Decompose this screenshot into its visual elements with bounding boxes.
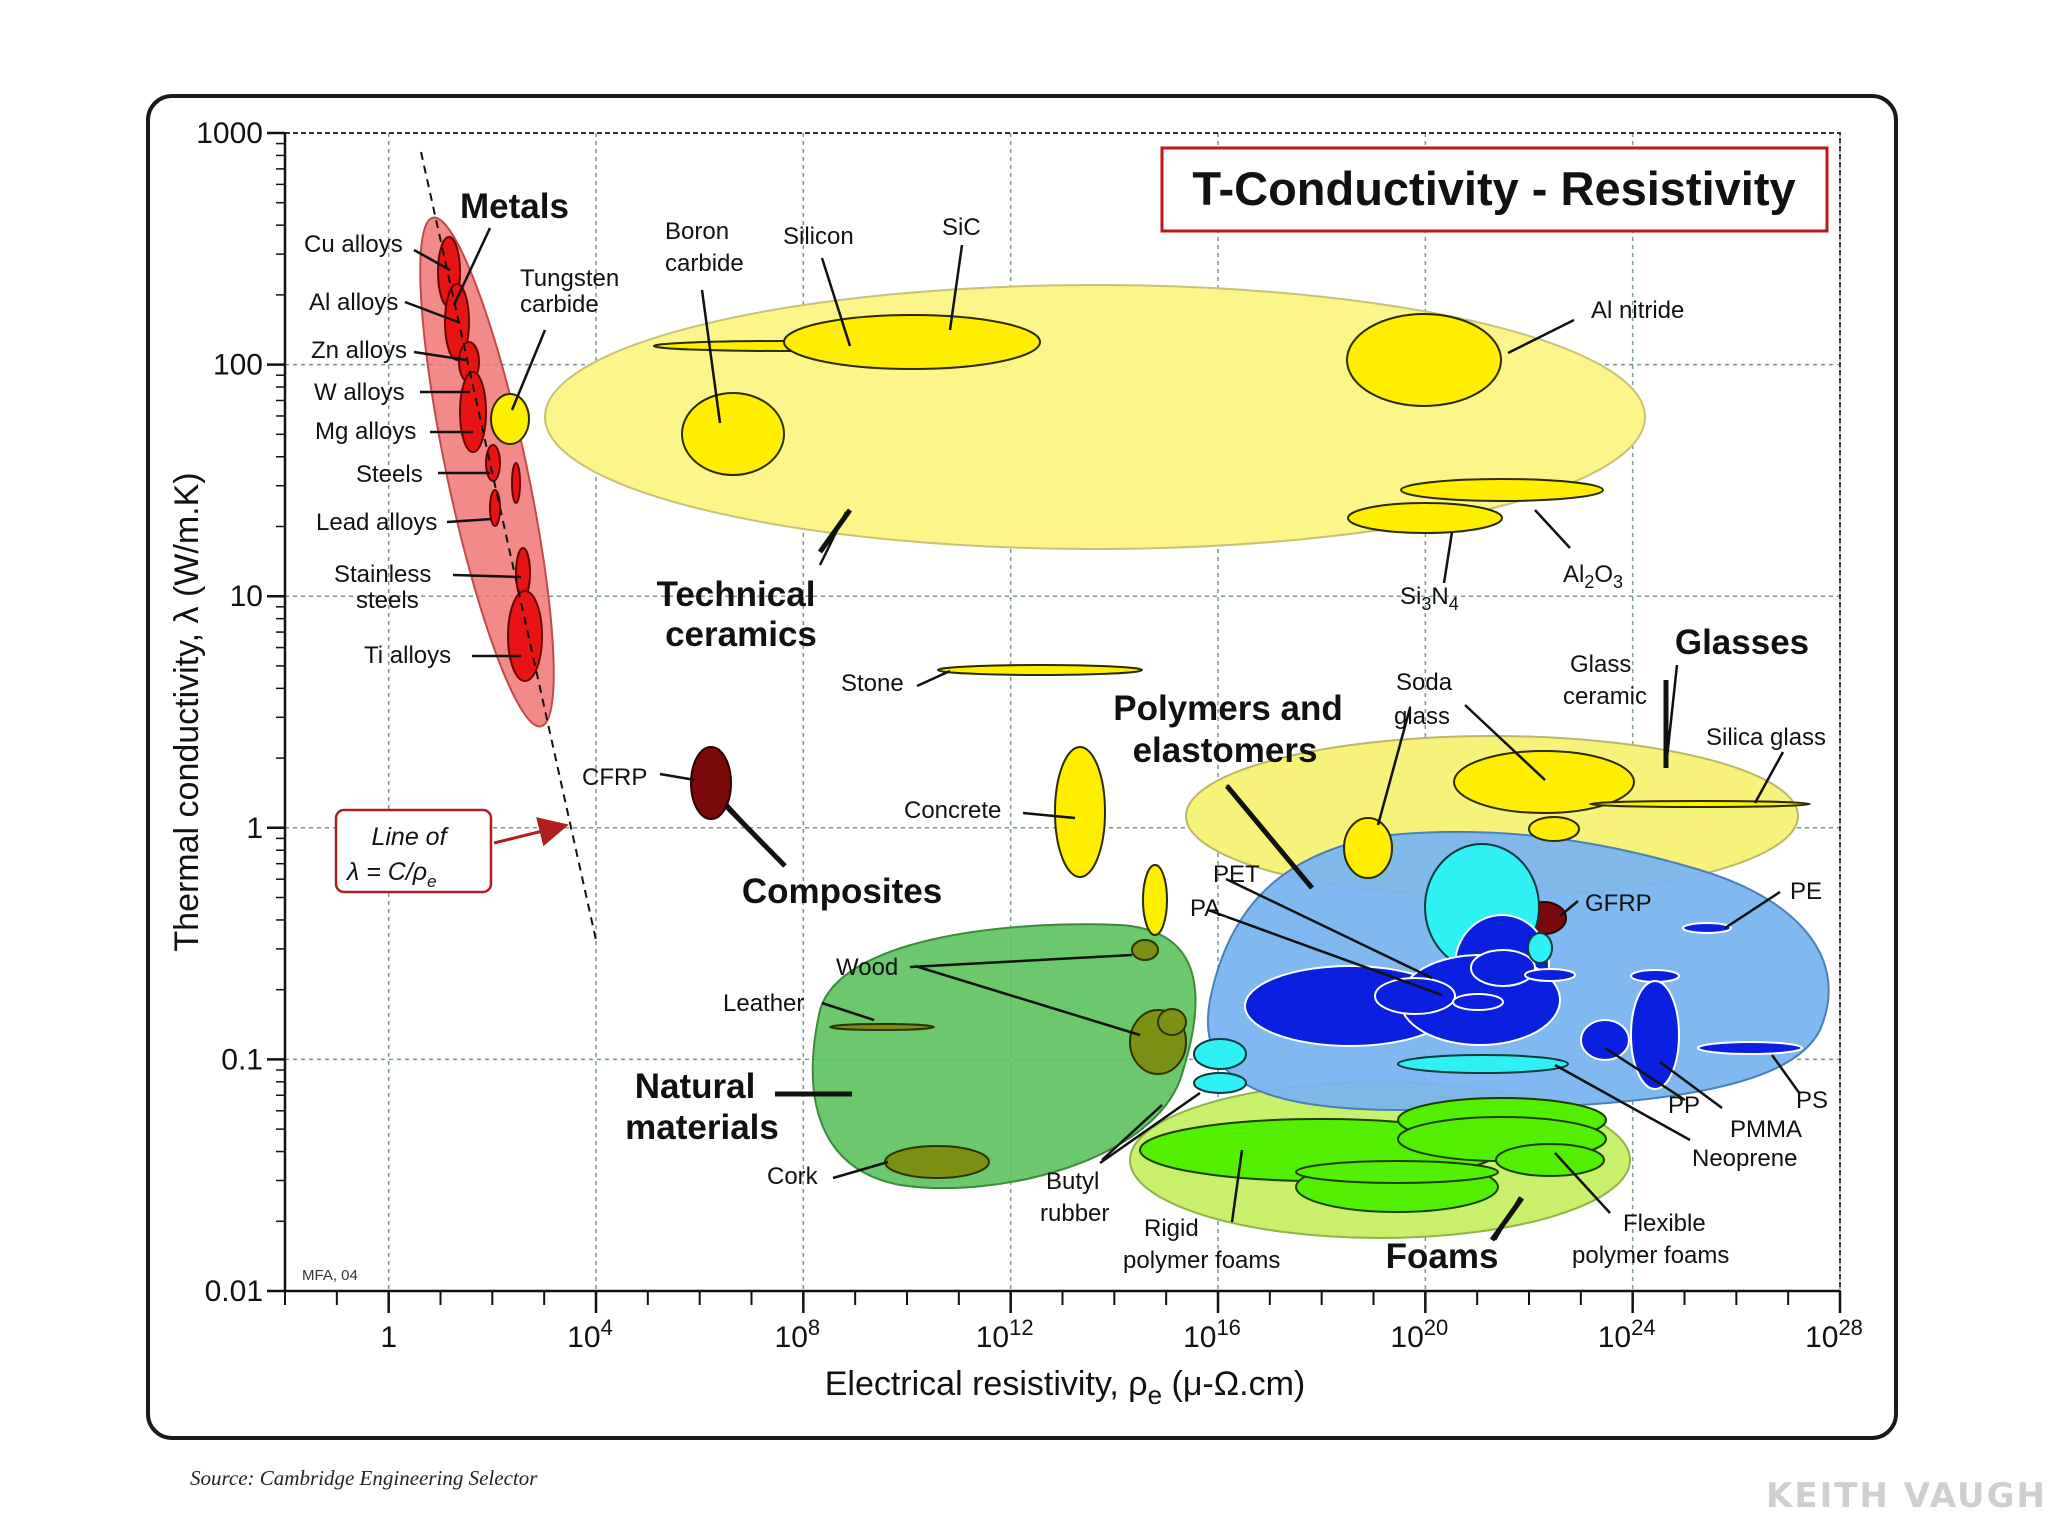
y-tick-label: 1 xyxy=(246,812,263,845)
source-caption: Source: Cambridge Engineering Selector xyxy=(190,1466,538,1490)
label-wood: Wood xyxy=(836,954,898,981)
label-pet: PET xyxy=(1213,861,1260,888)
label-al-alloys: Al alloys xyxy=(309,289,398,316)
label-rigid-polymer-foams: polymer foams xyxy=(1123,1247,1280,1274)
x-tick-label: 108 xyxy=(775,1315,821,1354)
foam-bubbles xyxy=(1139,1097,1607,1213)
label-ti-alloys: Ti alloys xyxy=(364,642,451,669)
label-flexible: Flexible xyxy=(1623,1210,1706,1237)
family-label-polymers-and: Polymers and xyxy=(1113,689,1343,728)
x-tick-label: 1016 xyxy=(1183,1315,1241,1354)
guide-label-line2: λ = C/ρe xyxy=(345,858,437,891)
label-zn-alloys: Zn alloys xyxy=(311,337,407,364)
label-concrete: Concrete xyxy=(904,797,1001,824)
label-pe: PE xyxy=(1790,878,1822,905)
label-butyl: Butyl xyxy=(1046,1168,1099,1195)
family-label-glasses: Glasses xyxy=(1675,623,1809,662)
chart-title-box xyxy=(1160,146,1829,233)
label-flexible-polymer-foams: polymer foams xyxy=(1572,1242,1729,1269)
guide-label-arrow xyxy=(493,817,569,847)
label-w-alloys: W alloys xyxy=(314,379,405,406)
label-lead-alloys: Lead alloys xyxy=(316,509,437,536)
label-cfrp: CFRP xyxy=(582,764,647,791)
chart-credit: MFA, 04 xyxy=(302,1267,358,1284)
x-tick-label: 1020 xyxy=(1390,1315,1448,1354)
label-al-nitride: Al nitride xyxy=(1591,297,1684,324)
guide-label-line1: Line of xyxy=(371,823,449,851)
x-tick-label: 1028 xyxy=(1805,1315,1863,1354)
family-label-materials: materials xyxy=(625,1108,779,1147)
leader-lines xyxy=(404,227,1802,1241)
label-rigid: Rigid xyxy=(1144,1215,1199,1242)
y-tick-label: 10 xyxy=(230,580,263,613)
label-silica-glass: Silica glass xyxy=(1706,724,1826,751)
label-gfrp: GFRP xyxy=(1585,890,1652,917)
family-envelope-natural-materials xyxy=(811,923,1197,1190)
label-steels: Steels xyxy=(356,461,423,488)
family-label-composites: Composites xyxy=(742,872,942,911)
label-pmma: PMMA xyxy=(1730,1116,1802,1143)
polymer-bubbles xyxy=(1193,843,1803,1094)
label-boron: Boron xyxy=(665,218,729,245)
label-neoprene: Neoprene xyxy=(1692,1145,1797,1172)
family-label-technical: Technical xyxy=(657,575,816,614)
x-tick-labels: 1 104 108 1012 1016 1020 1024 1028 xyxy=(380,1315,1863,1354)
label-stainless-steels: steels xyxy=(356,587,419,614)
label-pa: PA xyxy=(1190,895,1220,922)
label-tungsten: Tungsten xyxy=(520,265,619,292)
label-leather: Leather xyxy=(723,990,804,1017)
label-glass-ceramic: ceramic xyxy=(1563,683,1647,710)
label-soda-glass: glass xyxy=(1394,703,1450,730)
label-glass: Glass xyxy=(1570,651,1631,678)
family-pointers xyxy=(724,508,1669,1242)
label-stainless: Stainless xyxy=(334,561,431,588)
label-stone: Stone xyxy=(841,670,904,697)
label-soda: Soda xyxy=(1396,669,1453,696)
y-tick-label: 0.1 xyxy=(221,1043,263,1076)
watermark: KEITH VAUGH xyxy=(1766,1476,2047,1516)
y-tick-label: 1000 xyxy=(196,117,263,150)
label-pp: PP xyxy=(1668,1092,1700,1119)
label-si3n4: Si3N4 xyxy=(1400,583,1459,614)
label-butyl-rubber: rubber xyxy=(1040,1200,1109,1227)
label-ps: PS xyxy=(1796,1087,1828,1114)
x-tick-label: 1024 xyxy=(1598,1315,1656,1354)
label-mg-alloys: Mg alloys xyxy=(315,418,416,445)
label-boron-carbide: carbide xyxy=(665,250,744,277)
y-tick-label: 100 xyxy=(213,349,263,382)
chart-title: T-Conductivity - Resistivity xyxy=(1192,162,1795,215)
x-tick-label: 1012 xyxy=(976,1315,1034,1354)
natural-bubbles xyxy=(829,939,1187,1179)
x-axis-label: Electrical resistivity, ρe (μ-Ω.cm) xyxy=(825,1365,1306,1410)
family-label-foams: Foams xyxy=(1386,1237,1499,1276)
x-tick-label: 1 xyxy=(380,1321,397,1354)
guide-line xyxy=(420,151,597,941)
y-tick-label: 0.01 xyxy=(205,1275,263,1308)
label-al2o3: Al2O3 xyxy=(1563,561,1623,592)
label-silicon: Silicon xyxy=(783,223,854,250)
axes xyxy=(267,131,1842,1313)
family-label-elastomers: elastomers xyxy=(1133,731,1318,770)
guide-label-box xyxy=(334,808,493,894)
glass-bubbles xyxy=(1343,750,1811,879)
family-label-metals: Metals xyxy=(460,187,569,226)
label-cu-alloys: Cu alloys xyxy=(304,231,403,258)
family-label-natural: Natural xyxy=(635,1067,756,1106)
label-sic: SiC xyxy=(942,214,981,241)
label-tungsten-carbide: carbide xyxy=(520,291,599,318)
family-label-ceramics: ceramics xyxy=(665,615,817,654)
ceramic-bubbles xyxy=(490,313,1604,936)
label-cork: Cork xyxy=(767,1163,819,1190)
y-tick-labels: 0.01 0.1 1 10 100 1000 xyxy=(196,117,263,1308)
y-axis-label: Thermal conductivity, λ (W/m.K) xyxy=(168,472,206,951)
x-tick-label: 104 xyxy=(567,1315,613,1354)
